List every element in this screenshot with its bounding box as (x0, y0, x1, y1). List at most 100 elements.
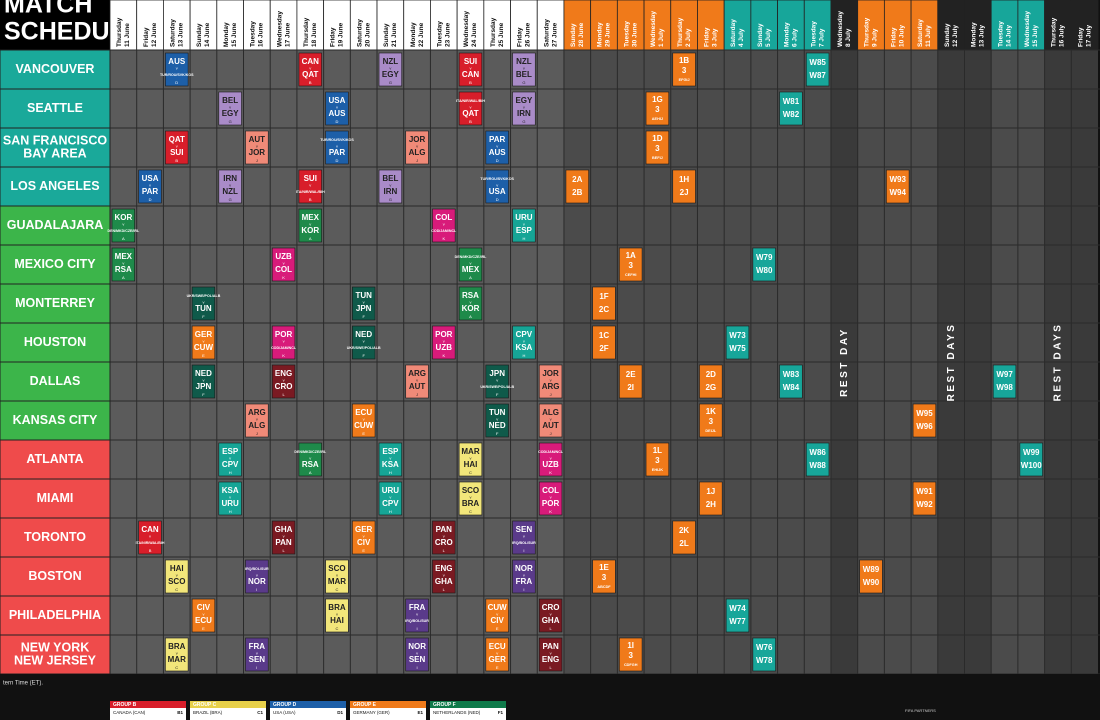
group-legend-body (430, 708, 506, 720)
team-code: AUS (489, 148, 507, 157)
group-letter: D (149, 197, 152, 202)
team-code: ITA/NIR/WAL/BIH (296, 190, 325, 194)
group-legend-team: GERMANY (GER) (353, 710, 390, 715)
group-letter: A (469, 314, 472, 319)
date-date: 19 June (338, 22, 345, 47)
match-cell (592, 286, 616, 321)
match-cell (619, 364, 643, 399)
team-code: MAR (168, 655, 186, 664)
team-code: GHA (275, 525, 293, 534)
title-block (0, 0, 110, 50)
date-header (136, 0, 164, 51)
match-cell (912, 481, 937, 516)
title: MATCH (4, 0, 92, 19)
team-code: PAN (542, 642, 559, 651)
versus: v (256, 651, 258, 656)
city-cell (0, 556, 111, 597)
match-cell (111, 247, 136, 282)
versus: v (176, 144, 178, 149)
team-code: AUT (542, 421, 559, 430)
match-cell (378, 169, 403, 204)
team-code: 2A (572, 175, 582, 184)
team-code: ARG (248, 408, 266, 417)
city-cell (0, 400, 111, 441)
versus: v (229, 456, 231, 461)
city-name: NEW JERSEY (14, 653, 97, 667)
group-letter: D (336, 158, 339, 163)
team-code: NOR (515, 564, 533, 573)
team-code: ARG (408, 369, 426, 378)
group-legend-body (350, 708, 426, 720)
team-code: JPN (196, 382, 212, 391)
match-cell (538, 442, 563, 477)
team-code: COD/JAM/NCL (538, 450, 564, 454)
rest-label: REST DAY (839, 327, 850, 397)
versus: v (176, 573, 178, 578)
team-code: W98 (996, 383, 1013, 392)
team-code: 3 (628, 261, 633, 270)
match-cell (619, 247, 643, 282)
date-day: Wednesday (650, 11, 657, 47)
date-day: Thursday (1051, 17, 1058, 47)
city-cell (0, 49, 111, 90)
qualifier-note: EHIJK (652, 468, 663, 472)
group-letter: I (523, 587, 524, 592)
match-cell (699, 364, 723, 399)
group-letter: E (202, 626, 205, 631)
team-code: W89 (863, 565, 880, 574)
match-cell (352, 286, 376, 321)
date-date: 27 June (551, 22, 558, 47)
team-code: EGY (515, 96, 533, 105)
group-letter: L (549, 626, 552, 631)
team-code: SUI (170, 148, 183, 157)
team-code: PAR (489, 135, 506, 144)
match-cell (538, 481, 563, 516)
team-code: W90 (863, 578, 880, 587)
match-cell (271, 325, 296, 360)
team-code: W91 (916, 487, 933, 496)
date-date: 26 June (525, 22, 532, 47)
team-code: JOR (409, 135, 426, 144)
group-letter: G (389, 80, 392, 85)
date-header (857, 0, 885, 51)
match-cell (699, 403, 723, 438)
group-letter: C (175, 587, 178, 592)
team-code: CIV (491, 616, 505, 625)
city-name: HOUSTON (24, 335, 86, 349)
match-cell (432, 208, 456, 243)
match-cell (378, 52, 403, 87)
team-code: KSA (222, 486, 239, 495)
match-cell (165, 637, 189, 672)
city-name: VANCOUVER (16, 62, 95, 76)
team-code: PAN (436, 525, 453, 534)
match-cell (245, 130, 269, 165)
match-cell (805, 442, 830, 477)
team-code: 3 (655, 144, 660, 153)
versus: v (363, 339, 365, 344)
match-cell (512, 520, 536, 555)
match-cell (432, 559, 456, 594)
match-cell (725, 325, 750, 360)
team-code: TUN (195, 304, 212, 313)
team-code: W78 (756, 656, 773, 665)
versus: v (469, 66, 471, 71)
city-name: BAY AREA (23, 146, 86, 160)
team-code: CPV (382, 499, 399, 508)
group-letter: D (496, 158, 499, 163)
match-cell (512, 52, 536, 87)
team-code: FRA (409, 603, 426, 612)
team-code: 1B (679, 56, 689, 65)
team-code: ECU (355, 408, 372, 417)
team-code: UZB (436, 343, 453, 352)
match-cell (485, 403, 509, 438)
match-cell (992, 364, 1017, 399)
group-letter: K (549, 509, 552, 514)
team-code: BEL (516, 70, 532, 79)
team-code: ENG (435, 564, 452, 573)
group-legend-name: GROUP B (113, 702, 137, 708)
versus: v (443, 573, 445, 578)
team-code: SEN (249, 655, 266, 664)
team-code: 2F (599, 344, 608, 353)
team-code: W77 (729, 617, 746, 626)
date-header (910, 0, 939, 51)
